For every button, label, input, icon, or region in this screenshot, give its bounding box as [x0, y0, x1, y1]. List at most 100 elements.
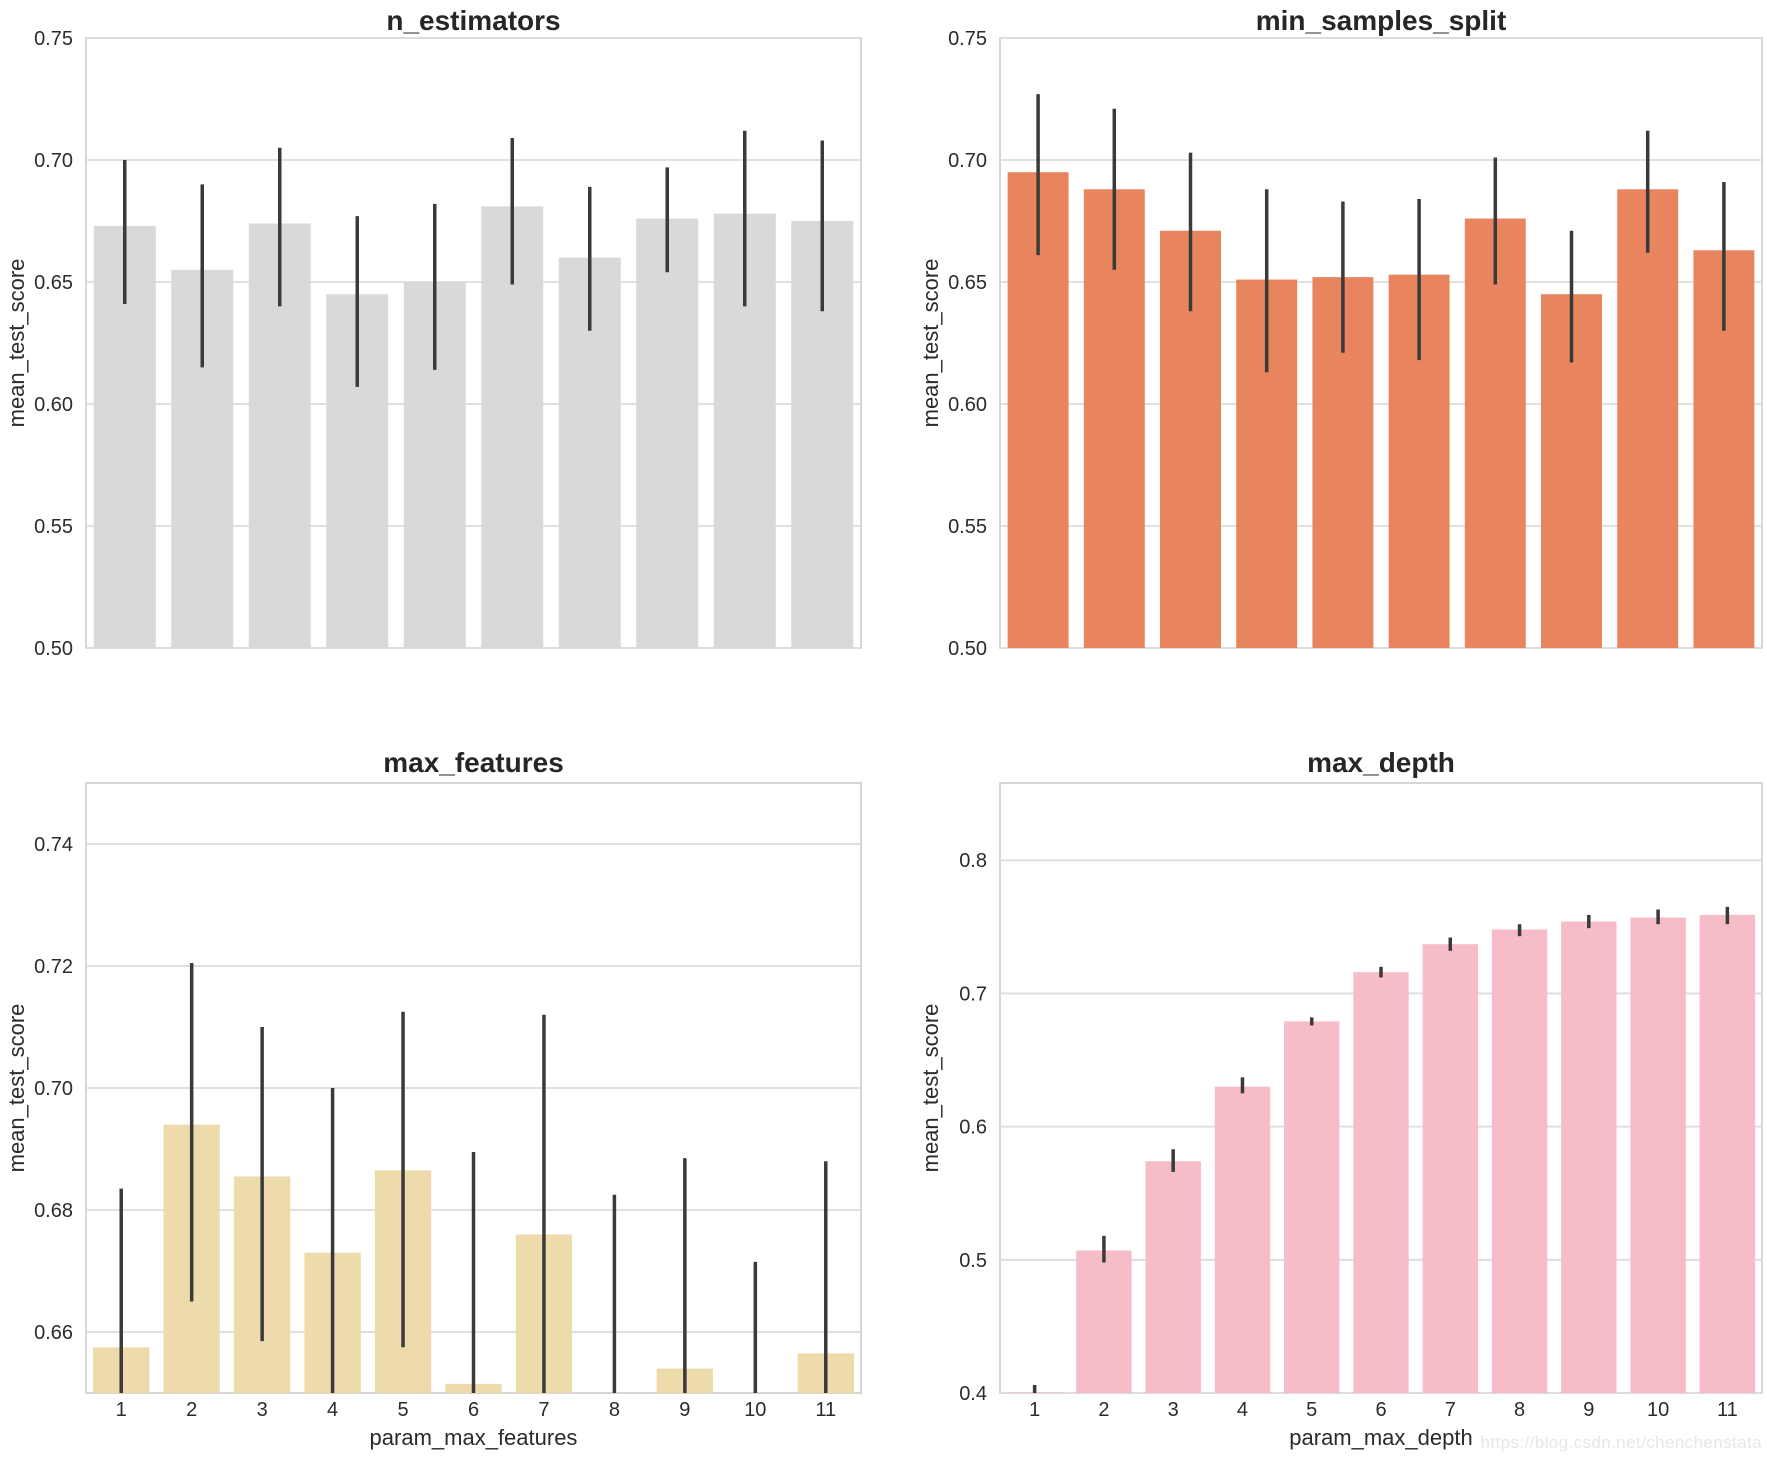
y-tick-label: 0.6 [959, 1117, 987, 1139]
x-tick-label: 34 [1484, 659, 1506, 660]
x-tick-label: 2 [186, 1399, 197, 1421]
bar [1353, 972, 1409, 1393]
x-tick-label: 3 [1168, 1399, 1179, 1421]
y-tick-label: 0.68 [34, 1200, 73, 1222]
x-tick-label: 500 [418, 659, 451, 660]
x-tick-label: 400 [341, 659, 374, 660]
bar [1076, 1250, 1132, 1393]
y-tick-label: 0.70 [948, 150, 987, 172]
y-tick-label: 0.65 [948, 272, 987, 294]
y-tick-label: 0.60 [34, 394, 73, 416]
chart-title: max_features [383, 747, 564, 778]
chart-min-samples-split: 0.50 0.55 0.60 0.65 0.70 0.75 2 7 12 18 23 28 34 39 44… [883, 0, 1767, 660]
bar [1561, 921, 1617, 1393]
y-tick-label: 0.8 [959, 850, 987, 872]
y-axis-label: mean_test_score [918, 259, 943, 428]
x-tick-label: 44 [1637, 659, 1659, 660]
bar [1145, 1161, 1201, 1393]
y-tick-label: 0.70 [34, 150, 73, 172]
x-tick-label: 28 [1408, 659, 1430, 660]
y-tick-label: 0.55 [948, 516, 987, 538]
errorbars-group [123, 130, 824, 387]
chart-max-depth: 0.4 0.5 0.6 0.7 0.8 1 2 3 4 5 6 7 8 9 10 11 param_max_de… [883, 660, 1767, 1457]
x-tick-label: 1 [116, 1399, 127, 1421]
x-tick-label: 6 [468, 1399, 479, 1421]
chart-svg: 0.50 0.55 0.60 0.65 0.70 0.75 2 7 12 18 23 28 34 39 44… [918, 5, 1763, 660]
x-tick-label: 600 [496, 659, 529, 660]
errorbars-group [1036, 94, 1726, 373]
x-tick-label: 1000 [800, 659, 845, 660]
y-tick-label: 0.65 [34, 272, 73, 294]
y-tick-label: 0.50 [34, 638, 73, 660]
chart-svg: 0.4 0.5 0.6 0.7 0.8 1 2 3 4 5 6 7 8 9 10 11 param_max_de… [918, 747, 1763, 1450]
x-tick-label: 5 [397, 1399, 408, 1421]
x-tick-label: 4 [327, 1399, 338, 1421]
chart-svg: 0.50 0.55 0.60 0.65 0.70 0.75 100 200 300 400 500 6… [4, 5, 862, 660]
bars-group [93, 1124, 854, 1393]
bar [1422, 944, 1478, 1393]
chart-svg: 0.66 0.68 0.70 0.72 0.74 1 2 3 4 5 6 7 8 9 10 11 param_m… [4, 747, 862, 1450]
errorbars-group [119, 962, 828, 1393]
bar [1491, 929, 1548, 1393]
y-tick-label: 0.66 [34, 1322, 73, 1344]
y-tick-label: 0.74 [34, 834, 73, 856]
x-tick-label: 12 [1179, 659, 1201, 660]
bar [1617, 189, 1679, 648]
bar [1464, 218, 1526, 648]
chart-title: min_samples_split [1256, 5, 1507, 36]
x-tick-label: 7 [1445, 1399, 1456, 1421]
x-tick-label: 7 [538, 1399, 549, 1421]
chart-n-estimators: 0.50 0.55 0.60 0.65 0.70 0.75 100 200 300 400 500 6… [0, 0, 883, 660]
x-tick-label: 7 [1109, 659, 1120, 660]
x-axis-label: param_max_features [370, 1425, 578, 1450]
x-tick-label: 700 [573, 659, 606, 660]
bar [636, 218, 699, 648]
x-tick-label: 100 [108, 659, 141, 660]
x-tick-label: 10 [1647, 1399, 1669, 1421]
x-tick-label: 300 [263, 659, 296, 660]
chart-title: n_estimators [386, 5, 560, 36]
x-tick-label: 8 [609, 1399, 620, 1421]
y-tick-label: 0.60 [948, 394, 987, 416]
bar [1284, 1021, 1340, 1393]
y-axis-label: mean_test_score [4, 259, 29, 428]
y-axis-label: mean_test_score [4, 1004, 29, 1173]
x-tick-label: 18 [1256, 659, 1278, 660]
x-tick-label: 9 [1583, 1399, 1594, 1421]
bar [1699, 914, 1756, 1393]
y-tick-label: 0.72 [34, 956, 73, 978]
x-tick-label: 9 [679, 1399, 690, 1421]
y-tick-label: 0.70 [34, 1078, 73, 1100]
x-tick-label: 3 [257, 1399, 268, 1421]
x-tick-label: 6 [1375, 1399, 1386, 1421]
chart-max-features: 0.66 0.68 0.70 0.72 0.74 1 2 3 4 5 6 7 8 9 10 11 param_m… [0, 660, 883, 1457]
x-tick-label: 23 [1332, 659, 1354, 660]
y-tick-label: 0.4 [959, 1383, 987, 1405]
x-tick-label: 800 [651, 659, 684, 660]
x-tick-label: 11 [1717, 1399, 1738, 1421]
x-tick-label: 4 [1237, 1399, 1248, 1421]
x-tick-label: 2 [1033, 659, 1044, 660]
y-axis-label: mean_test_score [918, 1004, 943, 1173]
y-tick-label: 0.7 [959, 983, 987, 1005]
y-tick-label: 0.75 [948, 28, 987, 50]
y-tick-label: 0.55 [34, 516, 73, 538]
x-axis-label: param_max_depth [1289, 1425, 1472, 1450]
x-tick-label: 10 [744, 1399, 766, 1421]
x-tick-label: 1 [1029, 1399, 1040, 1421]
watermark-url: https://blog.csdn.net/chenchenstata [1480, 1433, 1762, 1452]
errorbars-group [1032, 906, 1730, 1393]
x-tick-label: 900 [728, 659, 761, 660]
x-tick-label: 8 [1514, 1399, 1525, 1421]
x-tick-label: 5 [1306, 1399, 1317, 1421]
bars-group [1006, 914, 1756, 1393]
x-tick-label: 2 [1098, 1399, 1109, 1421]
x-tick-label: 50 [1713, 659, 1735, 660]
chart-title: max_depth [1307, 747, 1455, 778]
x-tick-label: 200 [186, 659, 219, 660]
bar [1214, 1086, 1271, 1393]
y-tick-label: 0.50 [948, 638, 987, 660]
bar [1630, 917, 1686, 1393]
y-tick-label: 0.75 [34, 28, 73, 50]
